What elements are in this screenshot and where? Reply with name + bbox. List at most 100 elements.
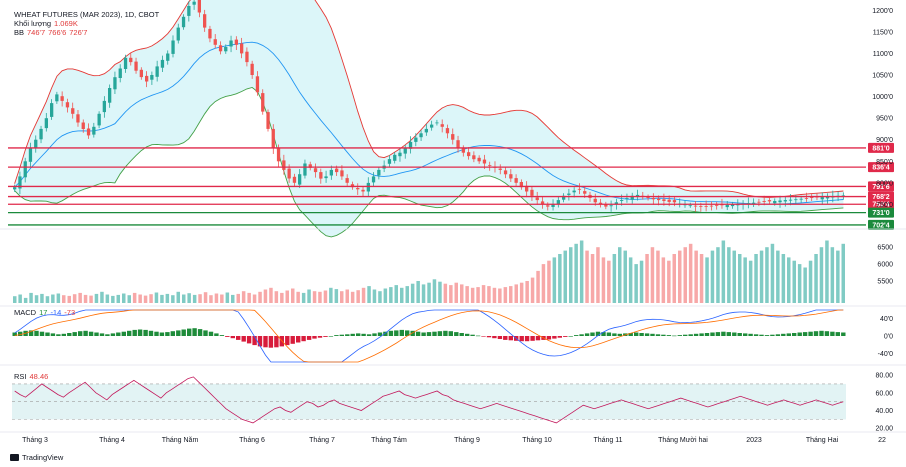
macd-histogram-bar — [590, 332, 595, 336]
time-tick-label: Tháng Năm — [162, 437, 199, 444]
volume-bar — [400, 287, 404, 303]
macd-histogram-bar — [726, 332, 731, 336]
candle-body — [129, 57, 133, 63]
candle-body — [810, 197, 814, 198]
macd-histogram-bar — [634, 332, 639, 336]
macd-histogram-bar — [214, 333, 219, 336]
volume-bar — [389, 287, 393, 303]
macd-histogram-bar — [792, 333, 797, 336]
volume-bar — [476, 287, 480, 303]
macd-histogram-bar — [263, 336, 268, 348]
volume-bar — [710, 250, 715, 303]
volume-bar — [301, 292, 306, 303]
candle-body — [609, 205, 613, 207]
bb-upper-value: 766'6 — [48, 28, 67, 37]
macd-line-value: -14 — [50, 308, 62, 317]
macd-histogram-bar — [650, 333, 655, 336]
candle-body — [187, 6, 191, 16]
candle-body — [488, 165, 492, 166]
volume-bar — [182, 294, 186, 303]
macd-histogram-bar — [644, 333, 650, 336]
candle-body — [393, 154, 397, 161]
candle-body — [799, 198, 803, 200]
candle-body — [788, 199, 793, 201]
time-tick-label: Tháng 7 — [309, 437, 335, 444]
candle-body — [371, 176, 376, 183]
candle-body — [630, 195, 634, 200]
volume-bar — [171, 295, 175, 303]
volume-bar — [372, 289, 377, 303]
candle-body — [234, 39, 238, 45]
candle-body — [562, 195, 566, 200]
candle-body — [730, 204, 735, 207]
candle-body — [825, 196, 830, 199]
macd-histogram-bar — [18, 331, 23, 336]
macd-histogram-bar — [454, 332, 459, 336]
volume-bar — [350, 291, 355, 303]
macd-histogram-bar — [372, 333, 377, 336]
volume-bar — [509, 286, 513, 303]
candle-body — [213, 39, 217, 45]
volume-bar — [89, 295, 93, 303]
macd-histogram-bar — [759, 334, 764, 336]
macd-histogram-bar — [252, 336, 257, 346]
candle-body — [108, 88, 112, 103]
tradingview-brand[interactable]: TradingView — [10, 453, 63, 462]
volume-bar — [705, 257, 709, 303]
volume-bar — [72, 294, 77, 303]
candle-body — [783, 200, 787, 202]
macd-histogram-bar — [236, 336, 241, 340]
time-axis: Tháng 3 Tháng 4 Tháng Năm Tháng 6 Tháng 7 Thá… — [22, 437, 886, 444]
time-tick-label: Tháng Hai — [806, 437, 839, 444]
volume-bar — [383, 288, 388, 303]
macd-histogram-bar — [437, 331, 443, 336]
candle-body — [44, 118, 48, 129]
price-tick-label: 1200'0 — [872, 8, 893, 15]
level-tag-label: 702'4 — [872, 222, 889, 229]
candle-body — [229, 40, 233, 47]
volume-bar — [454, 282, 458, 303]
candle-body — [419, 133, 423, 138]
candle-body — [577, 188, 582, 190]
candle-body — [715, 204, 719, 206]
level-tag-label: 881'0 — [872, 145, 889, 152]
candle-body — [482, 159, 487, 164]
volume-bar — [727, 247, 731, 303]
candle-body — [86, 128, 91, 136]
macd-signal-value: -73 — [64, 308, 76, 317]
volume-bar — [329, 287, 333, 303]
volume-bar — [656, 250, 660, 303]
candle-body — [387, 159, 392, 164]
volume-bar — [67, 295, 71, 303]
macd-histogram-bar — [710, 332, 715, 336]
candle-body — [451, 134, 455, 140]
volume-bar — [361, 287, 366, 303]
macd-histogram-bar — [497, 336, 503, 339]
volume-bar — [547, 260, 551, 303]
candle-body — [282, 160, 286, 170]
macd-histogram-bar — [519, 336, 524, 342]
volume-bar — [410, 283, 415, 303]
volume-bar — [231, 294, 235, 303]
macd-histogram-bar — [39, 331, 45, 336]
candle-body — [762, 201, 766, 202]
macd-histogram-bar — [170, 331, 175, 336]
candle-body — [60, 96, 64, 101]
candle-body — [519, 182, 523, 188]
volume-bar — [340, 291, 344, 303]
macd-histogram-bar — [399, 329, 404, 336]
level-tag — [868, 199, 894, 210]
candle-body — [81, 122, 85, 129]
macd-histogram-bar — [356, 333, 361, 336]
bb-legend: BB 746'7 766'6 726'7 — [14, 28, 90, 37]
time-tick-label: Tháng 11 — [593, 437, 622, 444]
volume-bar — [563, 250, 567, 303]
tradingview-logo-icon — [10, 454, 19, 461]
macd-histogram-bar — [257, 336, 263, 347]
volume-bar — [165, 293, 170, 303]
macd-histogram-bar — [366, 334, 372, 336]
volume-bar — [51, 294, 55, 303]
macd-histogram-bar — [781, 333, 786, 336]
price-tick-label: 1050'0 — [872, 73, 893, 80]
